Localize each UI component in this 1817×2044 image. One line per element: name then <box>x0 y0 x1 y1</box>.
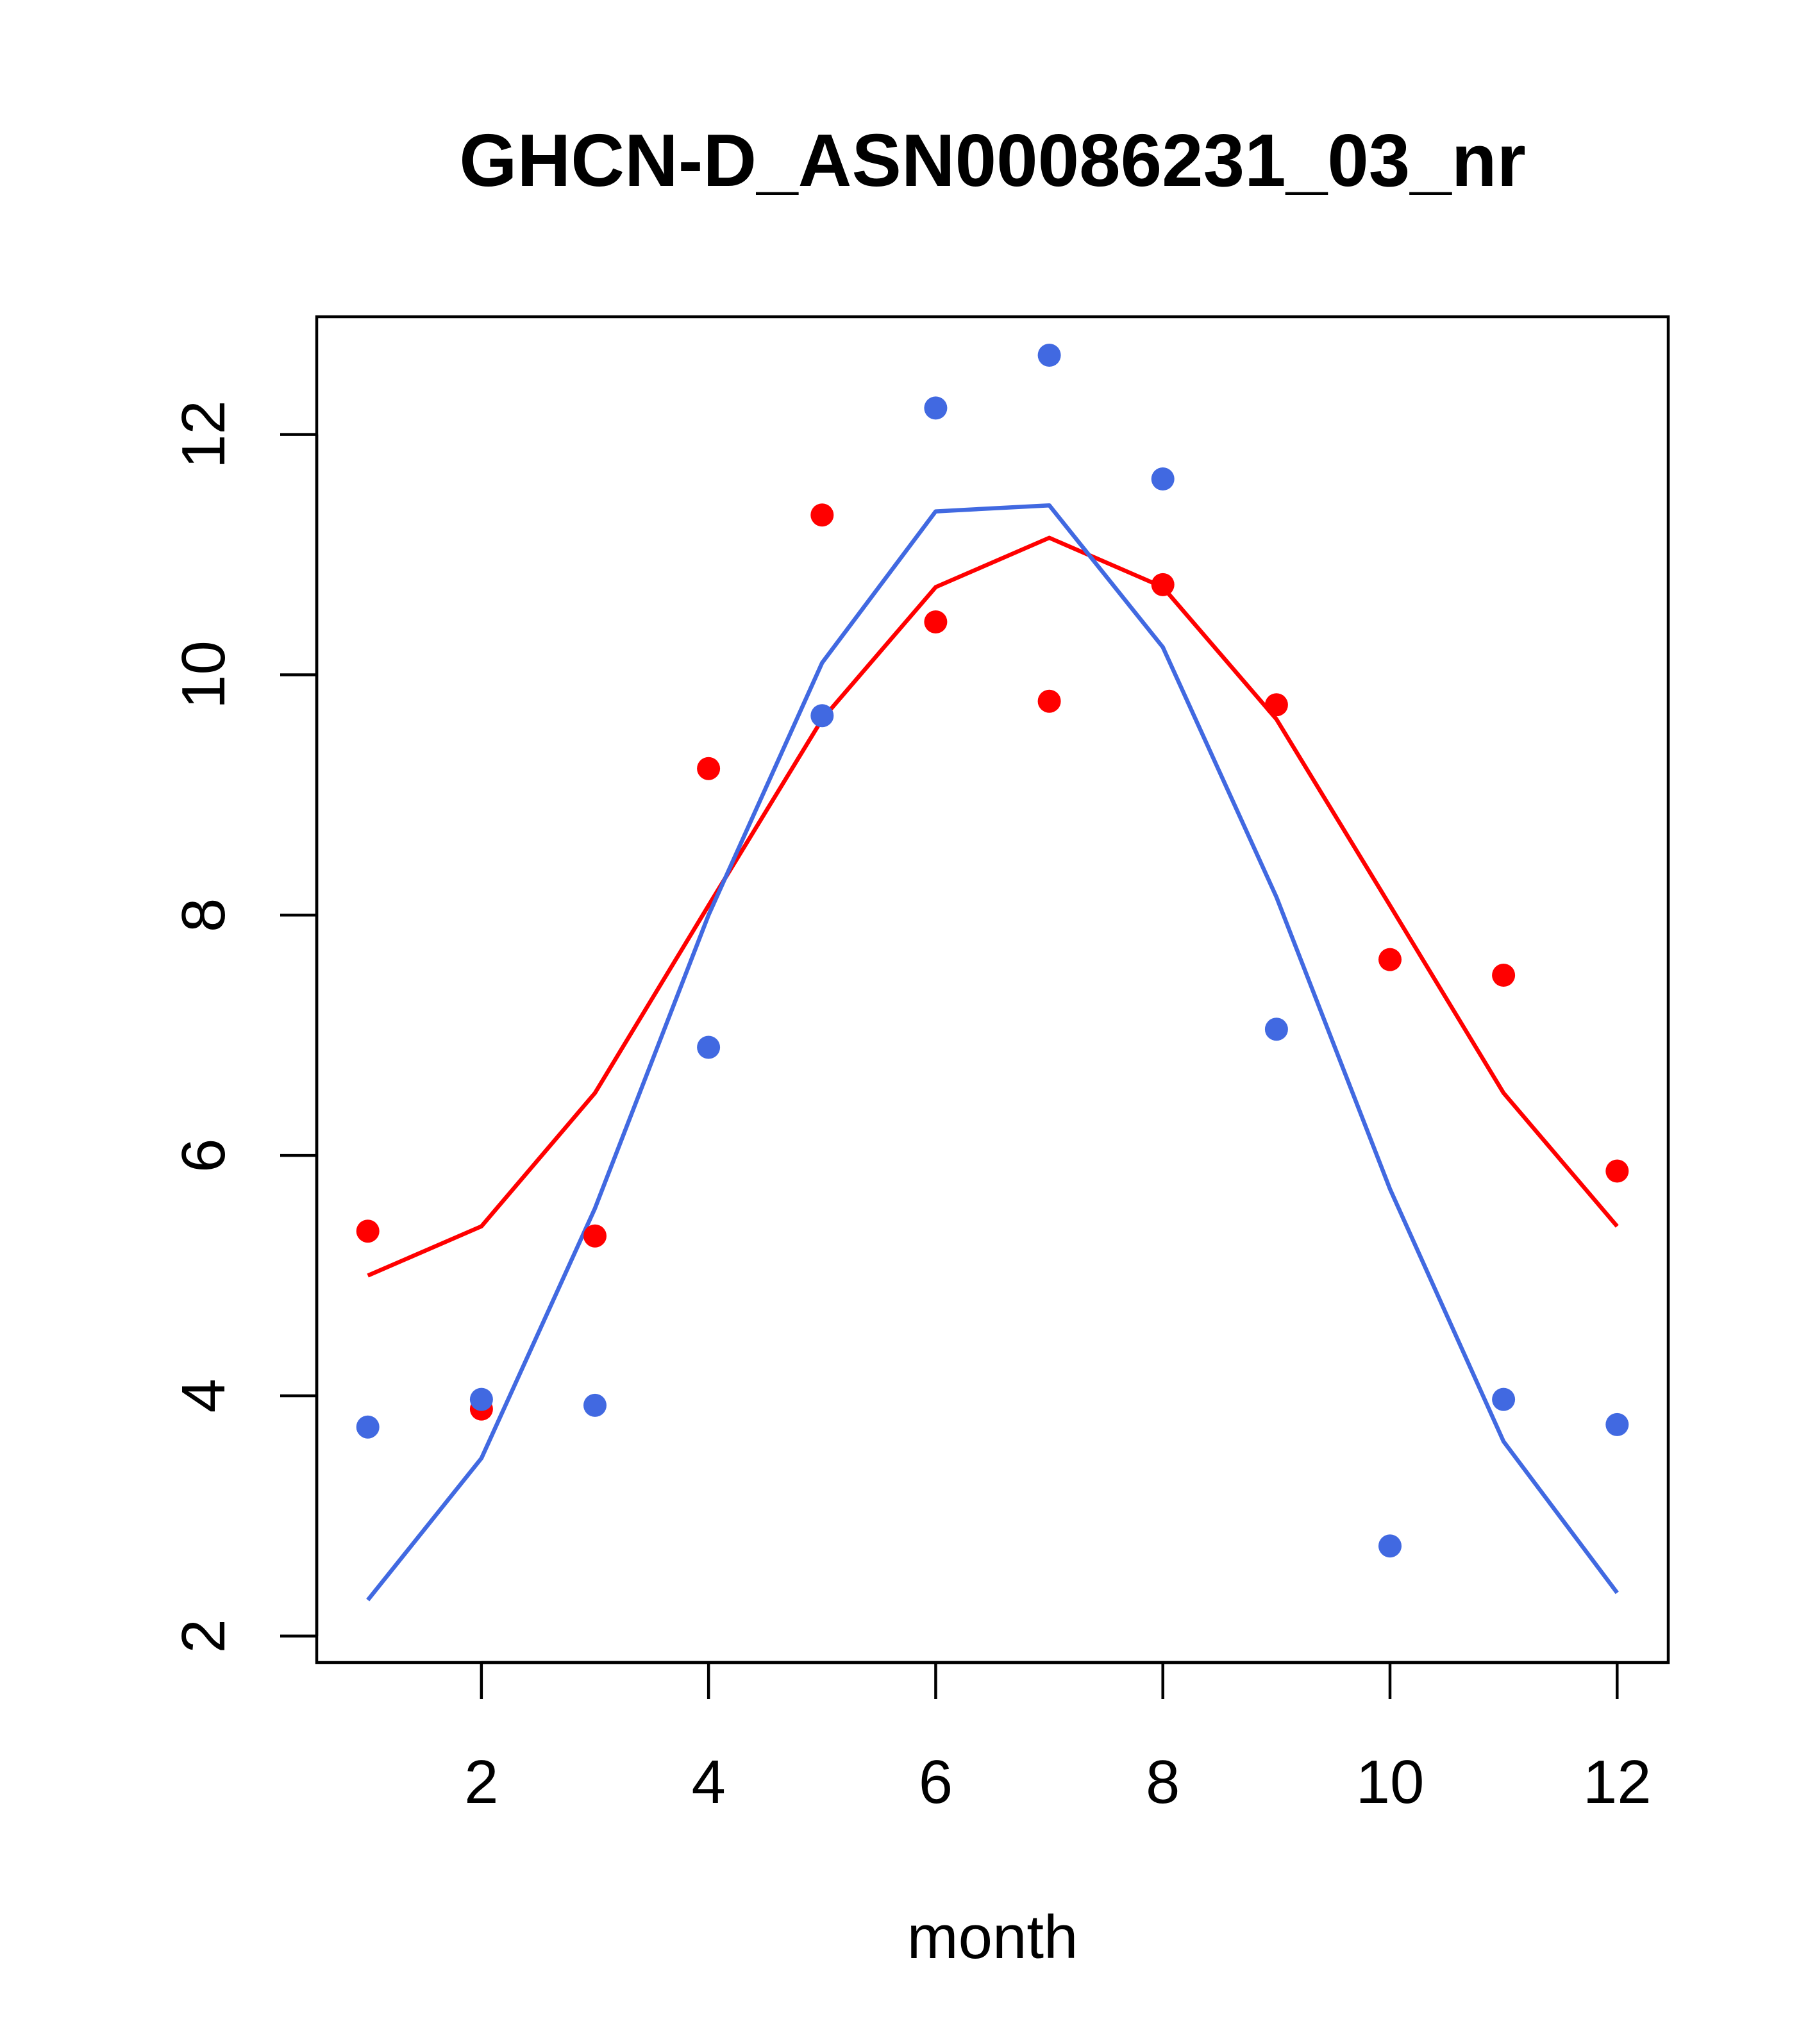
series-1-point <box>697 757 721 780</box>
series-2-point <box>469 1387 493 1411</box>
series-2-point <box>1037 344 1061 367</box>
y-tick-label: 4 <box>169 1378 238 1412</box>
chart-title: GHCN-D_ASN00086231_03_nr <box>459 119 1526 202</box>
series-1-point <box>1151 573 1175 596</box>
series-2-point <box>1605 1412 1629 1436</box>
series-1-line <box>367 535 1619 1278</box>
series-1-point <box>1037 689 1061 713</box>
y-tick-label: 8 <box>169 898 238 932</box>
series-1-point <box>1605 1159 1629 1183</box>
series-2-line <box>366 503 1619 1602</box>
series-1-point <box>924 610 948 633</box>
x-axis-title: month <box>907 1903 1078 1972</box>
series-2-point <box>924 396 948 420</box>
series-1-point <box>1264 693 1288 717</box>
x-tick-label: 4 <box>691 1748 725 1816</box>
series-points <box>356 344 1629 1558</box>
series-1-point <box>583 1224 607 1248</box>
x-tick-label: 6 <box>919 1748 953 1816</box>
series-1-point <box>1492 964 1516 987</box>
x-tick-label: 2 <box>464 1748 498 1816</box>
series-1-point <box>810 503 834 527</box>
series-2-point <box>1151 467 1175 490</box>
y-tick-label: 2 <box>169 1619 238 1653</box>
series-2-point <box>1492 1387 1516 1411</box>
y-tick-label: 12 <box>169 400 238 469</box>
series-2-point <box>583 1393 607 1417</box>
series-2-point <box>356 1415 380 1439</box>
series-2-point <box>810 704 834 728</box>
series-2-point <box>1264 1018 1288 1041</box>
series-1-point <box>356 1219 380 1243</box>
x-tick-label: 10 <box>1356 1748 1425 1816</box>
x-tick-label: 12 <box>1583 1748 1652 1816</box>
series-1-point <box>1378 948 1402 971</box>
plot-frame <box>315 315 1670 1664</box>
series-2-point <box>1378 1534 1402 1558</box>
y-tick-label: 6 <box>169 1138 238 1172</box>
axes: 2 4 6 8 10 12 2 4 6 8 10 12 <box>169 400 1652 1816</box>
x-tick-label: 8 <box>1146 1748 1180 1816</box>
y-tick-label: 10 <box>169 641 238 709</box>
series-lines <box>366 503 1619 1602</box>
series-2-point <box>697 1035 721 1059</box>
